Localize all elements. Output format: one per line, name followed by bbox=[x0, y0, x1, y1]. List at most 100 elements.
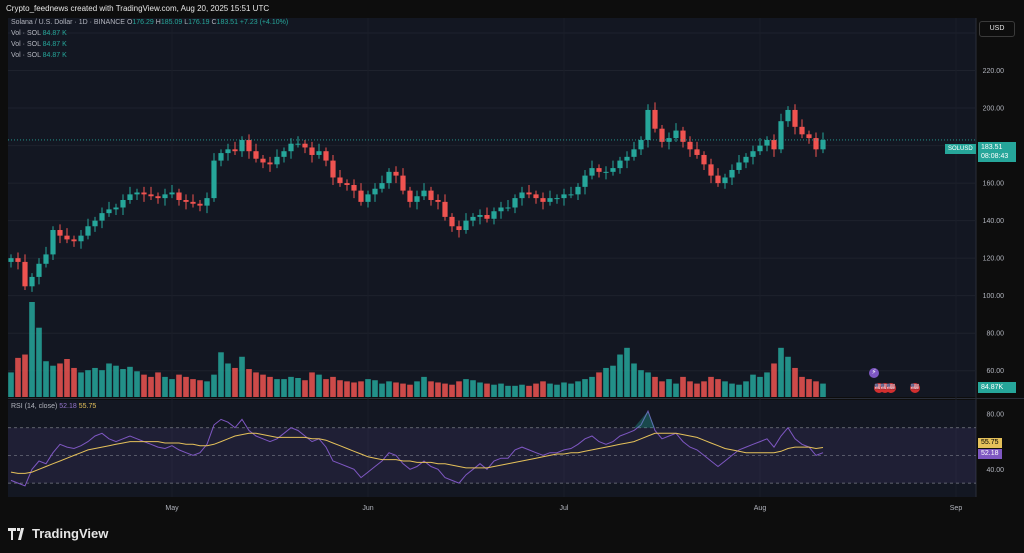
volume-bar bbox=[232, 367, 238, 397]
candle-body bbox=[281, 151, 287, 157]
volume-bar bbox=[155, 372, 161, 397]
volume-bar bbox=[43, 361, 49, 397]
candle-body bbox=[582, 175, 588, 187]
volume-legend-2[interactable]: Vol · SOL 84.87 K bbox=[11, 41, 67, 48]
candle-body bbox=[274, 156, 280, 165]
volume-bar bbox=[568, 383, 574, 397]
candle-body bbox=[309, 147, 315, 155]
volume-bar bbox=[806, 379, 812, 397]
high-label: H bbox=[155, 19, 161, 26]
candle-body bbox=[393, 171, 399, 176]
volume-bar bbox=[736, 384, 742, 397]
close-label: C bbox=[211, 19, 217, 26]
candle-body bbox=[813, 138, 819, 150]
volume-bar bbox=[239, 356, 245, 397]
bar-countdown: 08:08:43 bbox=[981, 153, 1009, 160]
volume-bar bbox=[477, 382, 483, 397]
economic-event-icon[interactable]: 🇺🇸 bbox=[910, 383, 920, 393]
candle-body bbox=[204, 198, 210, 206]
footer-brand: TradingView bbox=[32, 526, 109, 541]
volume-bar bbox=[519, 384, 525, 397]
volume-bar bbox=[652, 376, 658, 397]
candle-body bbox=[85, 226, 91, 236]
volume-bar bbox=[799, 376, 805, 397]
currency-selector[interactable]: USD bbox=[979, 21, 1015, 37]
symbol-label[interactable]: Solana / U.S. Dollar · 1D · BINANCE bbox=[11, 19, 125, 26]
tradingview-logo[interactable]: TradingView bbox=[8, 526, 108, 541]
volume-bar bbox=[414, 381, 420, 397]
candle-body bbox=[631, 149, 637, 157]
candle-body bbox=[568, 194, 574, 196]
volume-bar bbox=[575, 381, 581, 397]
volume-bar bbox=[316, 374, 322, 397]
dividend-event-icon[interactable]: ⚡ bbox=[869, 368, 879, 378]
candle-body bbox=[407, 190, 413, 202]
volume-bar bbox=[813, 381, 819, 397]
volume-bar bbox=[421, 376, 427, 397]
rsi-legend[interactable]: RSI (14, close) 52.18 55.75 bbox=[11, 403, 96, 410]
candle-body bbox=[645, 109, 651, 140]
volume-bar bbox=[463, 379, 469, 397]
candle-body bbox=[624, 156, 630, 161]
volume-bar bbox=[176, 374, 182, 397]
candle-body bbox=[183, 199, 189, 202]
candle-body bbox=[92, 220, 98, 227]
volume-legend-1[interactable]: Vol · SOL 84.87 K bbox=[11, 30, 67, 37]
volume-bar bbox=[204, 381, 210, 397]
volume-bar bbox=[694, 383, 700, 397]
candle-body bbox=[715, 175, 721, 184]
volume-bar bbox=[526, 385, 532, 397]
candle-body bbox=[316, 151, 322, 155]
volume-bar bbox=[708, 376, 714, 397]
volume-bar bbox=[218, 352, 224, 397]
candle-body bbox=[239, 139, 245, 152]
candle-body bbox=[694, 149, 700, 155]
volume-bar bbox=[533, 383, 539, 397]
candle-body bbox=[113, 207, 119, 210]
volume-bar bbox=[141, 374, 147, 397]
candle-body bbox=[148, 194, 154, 197]
economic-event-icon[interactable]: 🇺🇸 bbox=[874, 383, 884, 393]
volume-bar bbox=[386, 381, 392, 397]
candle-body bbox=[771, 139, 777, 150]
volume-label: Vol · SOL bbox=[11, 41, 41, 48]
candle-body bbox=[463, 220, 469, 231]
volume-bar bbox=[169, 379, 175, 397]
candle-body bbox=[78, 235, 84, 242]
volume-bar bbox=[659, 381, 665, 397]
volume-bar bbox=[540, 381, 546, 397]
volume-bar bbox=[722, 381, 728, 397]
candle-body bbox=[246, 139, 252, 152]
volume-axis-tag: 84.87K bbox=[978, 382, 1016, 393]
volume-legend-3[interactable]: Vol · SOL 84.87 K bbox=[11, 52, 67, 59]
volume-bar bbox=[393, 382, 399, 397]
candle-body bbox=[589, 168, 595, 176]
price-pane-background bbox=[8, 18, 976, 397]
candle-body bbox=[652, 109, 658, 129]
volume-bar bbox=[589, 376, 595, 397]
candle-body bbox=[638, 139, 644, 150]
economic-event-icon[interactable]: 🇺🇸 bbox=[886, 383, 896, 393]
volume-bar bbox=[92, 367, 98, 397]
candle-body bbox=[421, 190, 427, 197]
candle-body bbox=[519, 192, 525, 199]
candle-body bbox=[232, 149, 238, 152]
volume-bar bbox=[785, 356, 791, 397]
candle-body bbox=[736, 162, 742, 170]
candle-body bbox=[260, 158, 266, 163]
candle-body bbox=[575, 186, 581, 195]
low-value: 176.19 bbox=[188, 19, 210, 26]
volume-bar bbox=[22, 354, 28, 397]
candle-body bbox=[435, 199, 441, 202]
candle-body bbox=[799, 126, 805, 135]
candle-body bbox=[743, 156, 749, 163]
candle-body bbox=[337, 177, 343, 184]
candle-body bbox=[323, 151, 329, 161]
economic-event-icon[interactable]: 🇺🇸 bbox=[880, 383, 890, 393]
change-value: +7.23 (+4.10%) bbox=[239, 19, 289, 26]
volume-bar bbox=[820, 383, 826, 397]
rsi-value: 52.18 bbox=[59, 403, 77, 410]
rsi-axis-tag: 52.18 bbox=[978, 449, 1002, 459]
volume-bar bbox=[337, 380, 343, 397]
